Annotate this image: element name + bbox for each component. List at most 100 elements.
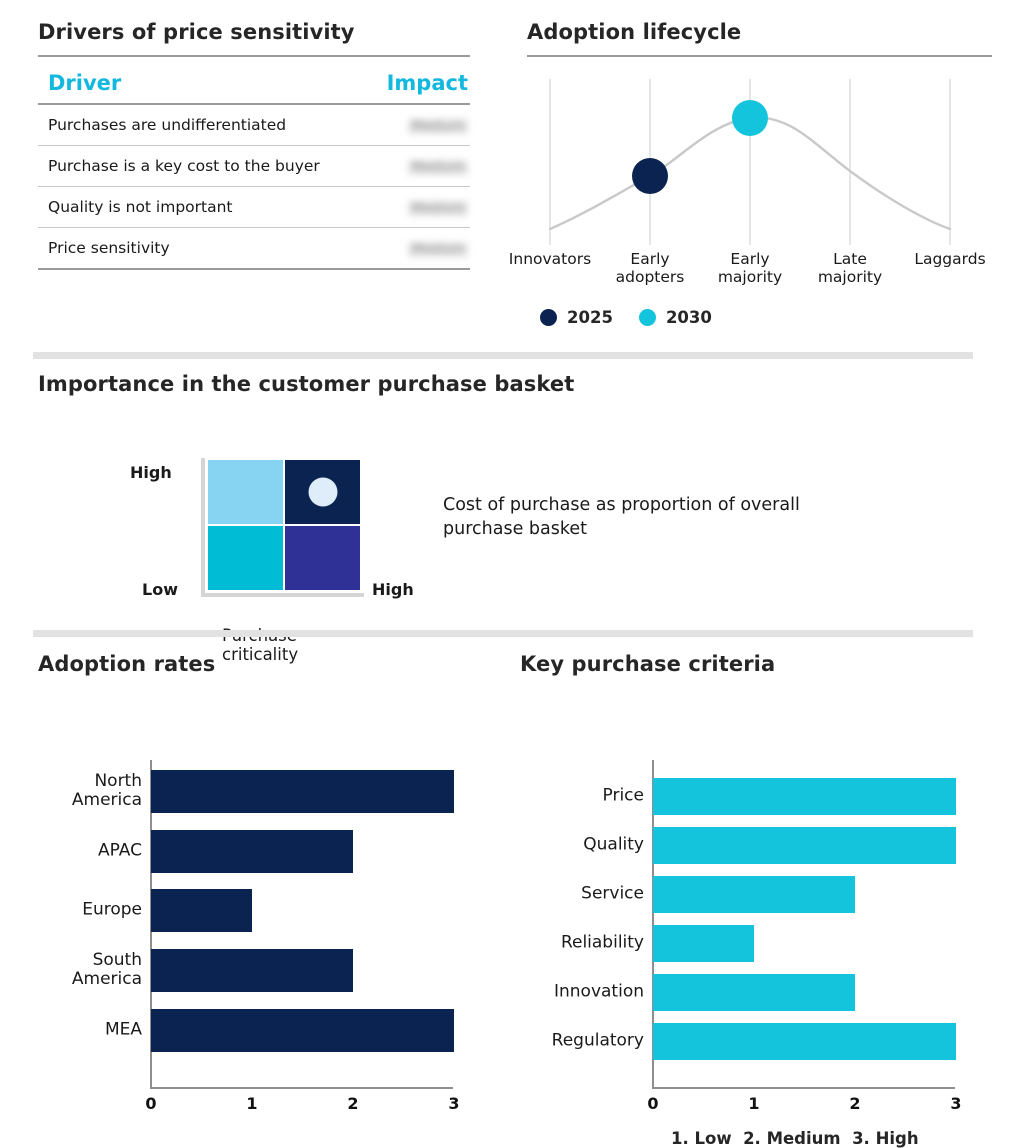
matrix-grid: [208, 460, 360, 590]
bar-price[interactable]: [653, 778, 956, 815]
legend-label: 2030: [665, 308, 712, 327]
redacted-impact-value: Medium: [408, 242, 468, 257]
page-title-adoption: Adoption rates: [38, 652, 216, 676]
cell-driver: Quality is not important: [38, 186, 366, 228]
matrix-y-label-high: High: [130, 463, 172, 482]
bar-label-apac: APAC: [98, 840, 142, 861]
x-tick-1: 1: [748, 1094, 760, 1113]
lifecycle-chart: [527, 73, 992, 248]
bar-south-america[interactable]: [151, 949, 353, 992]
cell-driver: Price sensitivity: [38, 227, 366, 270]
marker-2025: [632, 158, 668, 194]
quadrant-high-cost-low-criticality[interactable]: [208, 460, 283, 524]
cell-impact: Medium: [366, 186, 470, 228]
x-label-early-majority: Early majority: [717, 250, 783, 287]
drivers-table: Driver Impact Purchases are undifferenti…: [38, 71, 470, 270]
bar-europe[interactable]: [151, 889, 252, 932]
legend-label: 2025: [567, 308, 613, 327]
criteria-scale-footnote: 1. Low 2. Medium 3. High: [671, 1129, 919, 1148]
lifecycle-legend: 2025 2030: [527, 308, 992, 327]
cell-impact: Medium: [366, 104, 470, 146]
column-header-impact: Impact: [366, 71, 470, 105]
x-label-early-adopters: Early adopters: [615, 250, 685, 287]
bar-north-america[interactable]: [151, 770, 454, 813]
x-tick-2: 2: [849, 1094, 861, 1113]
section-divider-bottom: [33, 630, 973, 637]
bar-label-europe: Europe: [82, 899, 142, 920]
bar-apac[interactable]: [151, 830, 353, 873]
bar-label-regulatory: Regulatory: [551, 1030, 644, 1051]
importance-matrix: High Low High Purchase criticality: [130, 458, 414, 664]
bar-label-service: Service: [581, 883, 644, 904]
bar-label-mea: MEA: [104, 1019, 142, 1040]
matrix-x-label-high: High: [372, 580, 414, 599]
marker-2030: [732, 100, 768, 136]
table-header-row: Driver Impact: [38, 71, 470, 105]
x-tick-2: 2: [347, 1094, 359, 1113]
cell-driver: Purchase is a key cost to the buyer: [38, 145, 366, 187]
x-label-laggards: Laggards: [914, 250, 986, 268]
legend-swatch-icon: [540, 309, 557, 326]
x-axis-line: [652, 1087, 955, 1089]
bar-label-north-america: North America: [71, 770, 142, 810]
adoption-rates-chart: North America APAC Europe South America ME…: [38, 702, 470, 1113]
table-row: Purchases are undifferentiated Medium: [38, 104, 470, 146]
purchase-basket-panel: Importance in the customer purchase bask…: [38, 372, 978, 664]
redacted-impact-value: Medium: [408, 201, 468, 216]
title-underline: [527, 55, 992, 57]
cell-impact: Medium: [366, 227, 470, 270]
bar-innovation[interactable]: [653, 974, 855, 1011]
bar-mea[interactable]: [151, 1009, 454, 1052]
matrix-y-axis: [201, 458, 205, 596]
x-label-late-majority: Late majority: [817, 250, 883, 287]
bar-label-south-america: South America: [71, 949, 142, 989]
section-divider-top: [33, 352, 973, 359]
adoption-lifecycle-panel: Adoption lifecycle Innovators Early adopt…: [509, 20, 992, 327]
cell-impact: Medium: [366, 145, 470, 187]
drivers-panel: Drivers of price sensitivity Driver Impa…: [38, 20, 470, 270]
matrix-y-label-low: Low: [142, 580, 178, 599]
bar-label-price: Price: [602, 785, 644, 806]
page-title-lifecycle: Adoption lifecycle: [527, 20, 742, 44]
lifecycle-svg: [548, 79, 952, 245]
x-tick-0: 0: [647, 1094, 659, 1113]
title-underline: [38, 55, 470, 57]
position-marker-icon: [308, 477, 337, 507]
adoption-rates-panel: Adoption rates North America APAC Europe …: [38, 652, 470, 1113]
matrix-x-axis: [201, 593, 364, 597]
key-purchase-criteria-chart: Price Quality Service Reliability Innova…: [520, 702, 990, 1148]
page-title-drivers: Drivers of price sensitivity: [38, 20, 355, 44]
x-tick-1: 1: [246, 1094, 258, 1113]
bar-label-reliability: Reliability: [560, 932, 644, 953]
basket-description: Cost of purchase as proportion of overal…: [443, 495, 800, 539]
bar-regulatory[interactable]: [653, 1023, 956, 1060]
page-title-criteria: Key purchase criteria: [520, 652, 776, 676]
y-axis-line: [652, 760, 654, 1087]
quadrant-high-cost-high-criticality[interactable]: [285, 460, 360, 524]
redacted-impact-value: Medium: [408, 160, 468, 175]
cell-driver: Purchases are undifferentiated: [38, 104, 366, 146]
legend-swatch-icon: [638, 309, 656, 326]
x-tick-3: 3: [950, 1094, 962, 1113]
basket-body: High Low High Purchase criticality Cost …: [38, 412, 978, 664]
bar-service[interactable]: [653, 876, 855, 913]
x-label-innovators: Innovators: [508, 250, 592, 268]
bar-quality[interactable]: [653, 827, 956, 864]
quadrant-low-cost-high-criticality[interactable]: [285, 526, 360, 590]
x-tick-3: 3: [448, 1094, 460, 1113]
page-title-basket: Importance in the customer purchase bask…: [38, 372, 575, 396]
bar-label-quality: Quality: [583, 834, 644, 855]
redacted-impact-value: Medium: [408, 119, 468, 134]
table-row: Quality is not important Medium: [38, 186, 470, 228]
column-header-driver: Driver: [38, 71, 366, 105]
y-axis-line: [150, 760, 152, 1087]
table-row: Purchase is a key cost to the buyer Medi…: [38, 145, 470, 187]
bar-label-innovation: Innovation: [553, 981, 644, 1002]
table-row: Price sensitivity Medium: [38, 227, 470, 270]
legend-item-2030[interactable]: 2030: [638, 308, 712, 327]
quadrant-low-cost-low-criticality[interactable]: [208, 526, 283, 590]
bar-reliability[interactable]: [653, 925, 754, 962]
key-purchase-criteria-panel: Key purchase criteria Price Quality Serv…: [520, 652, 990, 1148]
legend-item-2025[interactable]: 2025: [540, 308, 613, 327]
lifecycle-x-axis-labels: Innovators Early adopters Early majority L…: [509, 250, 992, 302]
